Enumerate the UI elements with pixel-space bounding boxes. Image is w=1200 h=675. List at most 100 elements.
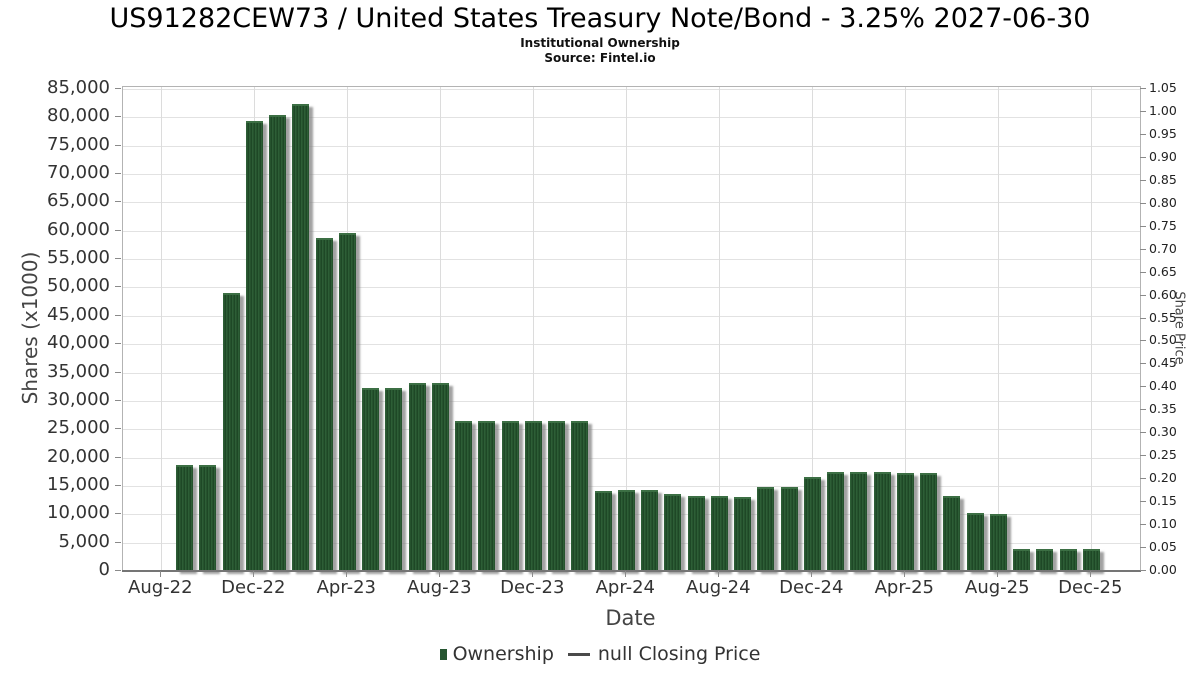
- y-axis-tick: [115, 484, 121, 486]
- price-axis-tick: [1140, 524, 1146, 526]
- y-axis-tick: [115, 456, 121, 458]
- price-tick-label: 0.10: [1149, 515, 1177, 531]
- bar-Jun-23: [385, 388, 403, 571]
- y-tick-label: 65,000: [47, 190, 110, 212]
- price-tick-label: 0.05: [1149, 538, 1177, 554]
- y-axis-tick: [115, 570, 121, 571]
- y-axis-tick: [115, 286, 121, 288]
- x-axis-tick: [904, 571, 906, 577]
- y-axis-tick: [115, 201, 121, 203]
- y-tick-label: 15,000: [47, 473, 110, 495]
- h-gridline: [123, 145, 1140, 147]
- h-gridline: [123, 344, 1140, 346]
- y-tick-label: 80,000: [47, 105, 110, 127]
- bar-Nov-25: [1059, 548, 1077, 571]
- y-tick-label: 85,000: [47, 77, 110, 98]
- bar-Nov-23: [501, 421, 519, 571]
- y-tick-label: 25,000: [47, 417, 110, 439]
- bar-Jul-24: [687, 496, 705, 571]
- y-tick-label: 30,000: [47, 388, 110, 410]
- price-axis-tick: [1140, 110, 1146, 112]
- y-tick-label: 5,000: [58, 530, 110, 552]
- v-gridline: [998, 87, 1000, 571]
- bar-Feb-24: [571, 420, 589, 571]
- x-axis-tick: [811, 571, 813, 577]
- v-gridline: [533, 87, 535, 571]
- bar-Mar-23: [315, 238, 333, 571]
- price-axis-tick: [1140, 294, 1146, 296]
- bar-Aug-23: [431, 383, 449, 571]
- x-axis-tick: [1090, 571, 1092, 577]
- bar-Nov-22: [222, 293, 240, 571]
- h-gridline: [123, 117, 1140, 119]
- y-tick-label: 0: [98, 559, 110, 580]
- bar-Mar-25: [873, 471, 891, 571]
- legend-item-ownership[interactable]: Ownership: [439, 645, 554, 664]
- price-tick-label: 0.30: [1149, 424, 1177, 440]
- price-axis-tick: [1140, 570, 1146, 571]
- h-gridline: [123, 259, 1140, 261]
- price-tick-label: 1.05: [1149, 79, 1177, 95]
- price-axis-tick: [1140, 225, 1146, 227]
- x-tick-label: Aug-22: [128, 577, 193, 598]
- price-axis-tick: [1140, 156, 1146, 158]
- bar-Jun-25: [943, 495, 961, 571]
- y-axis-tick: [115, 371, 121, 373]
- y-axis-tick: [115, 116, 121, 118]
- price-tick-label: 0.95: [1149, 125, 1177, 141]
- x-tick-label: Apr-23: [316, 577, 376, 598]
- legend-item-closing-price[interactable]: null Closing Price: [567, 645, 760, 664]
- price-tick-label: 0.15: [1149, 492, 1177, 508]
- bar-Apr-24: [617, 490, 635, 571]
- x-axis-tick: [625, 571, 627, 577]
- bar-Aug-24: [710, 496, 728, 571]
- x-tick-label: Dec-23: [500, 577, 565, 598]
- v-gridline: [440, 87, 442, 571]
- v-gridline: [812, 87, 814, 571]
- bar-Jul-23: [408, 383, 426, 571]
- x-tick-label: Aug-25: [965, 577, 1030, 598]
- v-gridline: [905, 87, 907, 571]
- price-axis-tick: [1140, 432, 1146, 434]
- h-gridline: [123, 202, 1140, 204]
- bar-May-23: [362, 388, 380, 571]
- price-axis-tick: [1140, 409, 1146, 411]
- price-axis-tick: [1140, 386, 1146, 388]
- h-gridline: [123, 315, 1140, 317]
- y-tick-label: 45,000: [47, 303, 110, 325]
- price-series-line-icon: [567, 653, 590, 656]
- x-tick-label: Apr-25: [874, 577, 934, 598]
- price-tick-label: 0.80: [1149, 194, 1177, 210]
- plot-area: [122, 86, 1141, 572]
- y-tick-label: 10,000: [47, 502, 110, 524]
- v-gridline: [1091, 87, 1093, 571]
- y-axis-tick: [115, 428, 121, 430]
- bar-Jul-25: [966, 513, 984, 571]
- y-axis-tick: [115, 513, 121, 515]
- bar-Apr-23: [338, 233, 356, 571]
- x-axis-tick: [253, 571, 255, 577]
- h-gridline: [123, 230, 1140, 232]
- price-axis-tick: [1140, 340, 1146, 342]
- bar-Oct-24: [757, 486, 775, 571]
- bar-Dec-24: [803, 477, 821, 571]
- price-tick-label: 0.50: [1149, 332, 1177, 348]
- x-tick-label: Aug-24: [686, 577, 751, 598]
- ownership-series-marker-icon: [439, 649, 447, 660]
- price-tick-label: 0.00: [1149, 561, 1177, 577]
- h-gridline: [123, 429, 1140, 431]
- x-axis-line: [122, 570, 1141, 572]
- price-tick-label: 0.65: [1149, 263, 1177, 279]
- v-gridline: [161, 87, 163, 571]
- y-axis-tick: [115, 229, 121, 231]
- bar-May-25: [920, 472, 938, 571]
- bar-Jun-24: [664, 493, 682, 571]
- v-gridline: [719, 87, 721, 571]
- x-axis-tick: [439, 571, 441, 577]
- price-axis-tick: [1140, 317, 1146, 319]
- x-axis-tick: [346, 571, 348, 577]
- bar-Dec-25: [1082, 548, 1100, 571]
- x-tick-label: Aug-23: [407, 577, 472, 598]
- bar-Oct-25: [1036, 548, 1054, 571]
- h-gridline: [123, 174, 1140, 176]
